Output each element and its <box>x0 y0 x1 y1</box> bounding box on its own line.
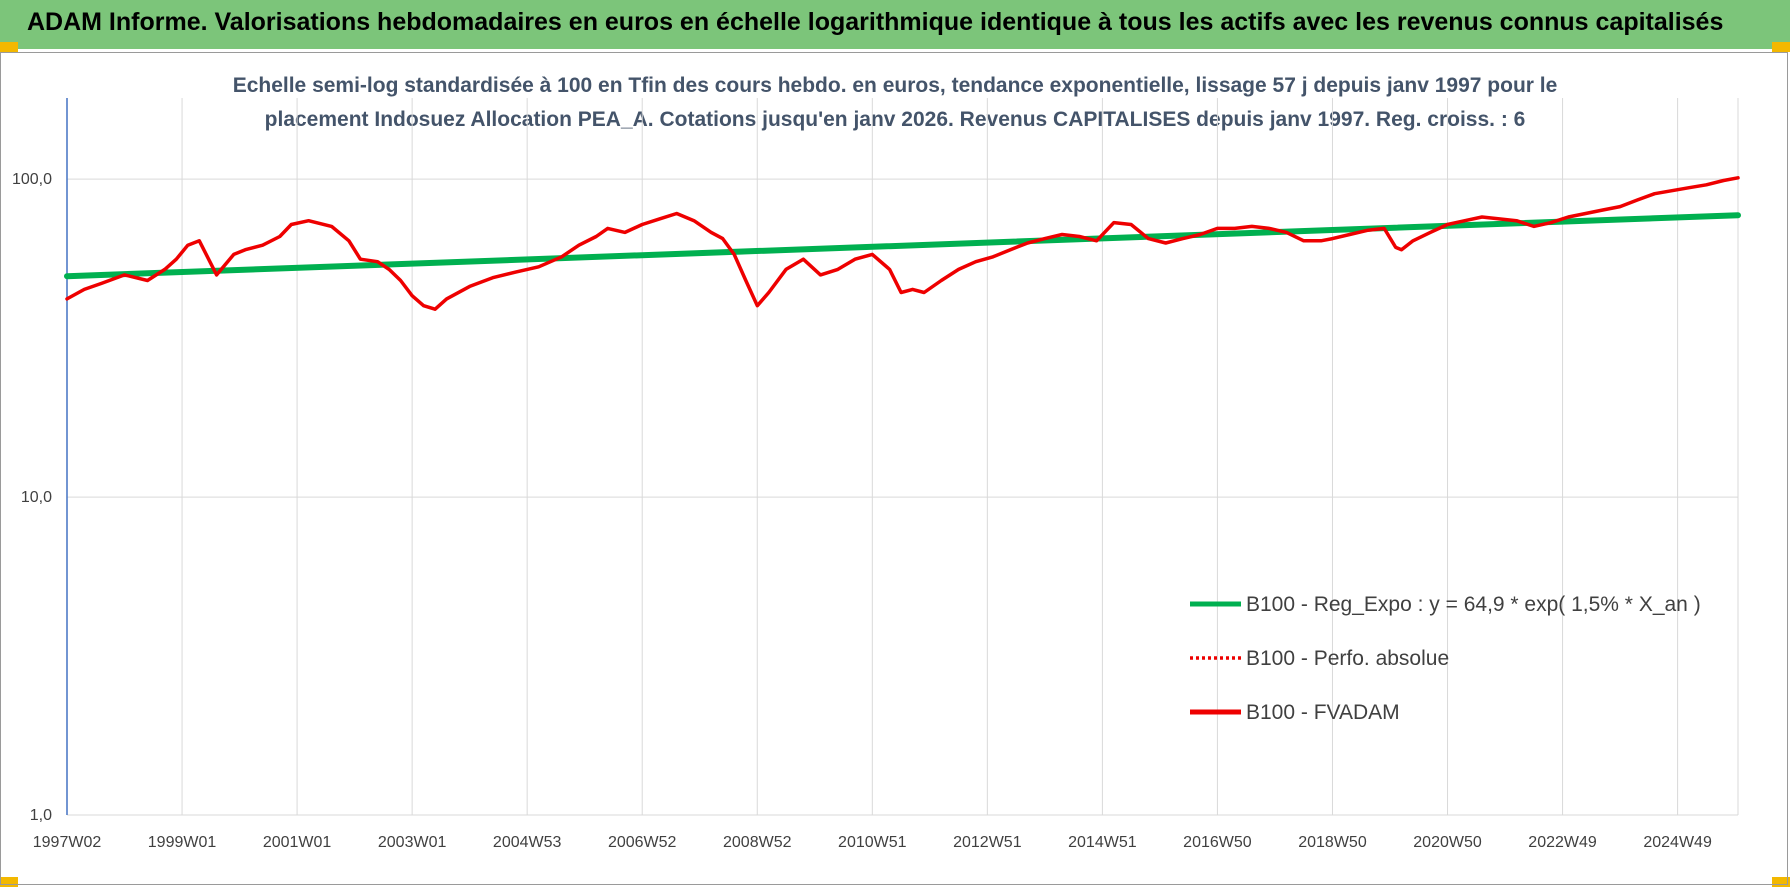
x-tick-label: 2024W49 <box>1643 834 1712 851</box>
legend: B100 - Reg_Expo : y = 64,9 * exp( 1,5% *… <box>1190 593 1701 724</box>
y-tick-label: 100,0 <box>12 171 52 188</box>
corner-marker-top-left <box>0 42 18 52</box>
x-tick-label: 2012W51 <box>953 834 1022 851</box>
y-tick-label: 1,0 <box>30 807 52 824</box>
x-tick-label: 2014W51 <box>1068 834 1137 851</box>
chart-title-line-1: Echelle semi-log standardisée à 100 en T… <box>233 74 1558 97</box>
report-title: ADAM Informe. Valorisations hebdomadaire… <box>27 8 1724 36</box>
corner-marker-top-right <box>1772 42 1790 52</box>
axes: 1997W02 1999W01 2001W01 2003W01 2004W53 2006W… <box>12 98 1712 851</box>
x-tick-label: 2006W52 <box>608 834 677 851</box>
corner-marker-bottom-left <box>0 877 18 887</box>
x-tick-label: 2001W01 <box>263 834 332 851</box>
y-tick-label: 10,0 <box>21 489 52 506</box>
report-banner: ADAM Informe. Valorisations hebdomadaire… <box>0 0 1790 49</box>
x-tick-label: 2018W50 <box>1298 834 1367 851</box>
x-tick-label: 2003W01 <box>378 834 447 851</box>
x-tick-label: 2022W49 <box>1528 834 1597 851</box>
series <box>64 176 1741 311</box>
x-tick-label: 2010W51 <box>838 834 907 851</box>
chart-frame: Echelle semi-log standardisée à 100 en T… <box>0 52 1788 885</box>
legend-label: B100 - Reg_Expo : y = 64,9 * exp( 1,5% *… <box>1246 593 1701 616</box>
x-tick-label: 2004W53 <box>493 834 562 851</box>
x-tick-label: 2016W50 <box>1183 834 1252 851</box>
x-tick-label: 1997W02 <box>33 834 102 851</box>
x-tick-label: 2008W52 <box>723 834 792 851</box>
fvadam-line <box>65 176 1740 311</box>
chart: Echelle semi-log standardisée à 100 en T… <box>12 74 1741 851</box>
legend-label: B100 - FVADAM <box>1246 701 1400 724</box>
x-tick-label: 2020W50 <box>1413 834 1482 851</box>
x-tick-label: 1999W01 <box>148 834 217 851</box>
legend-label: B100 - Perfo. absolue <box>1246 647 1449 670</box>
trend-line <box>64 212 1741 280</box>
chart-title-line-2: placement Indosuez Allocation PEA_A. Cot… <box>265 108 1526 131</box>
corner-marker-bottom-right <box>1772 877 1790 887</box>
grid-lines <box>66 98 1739 816</box>
